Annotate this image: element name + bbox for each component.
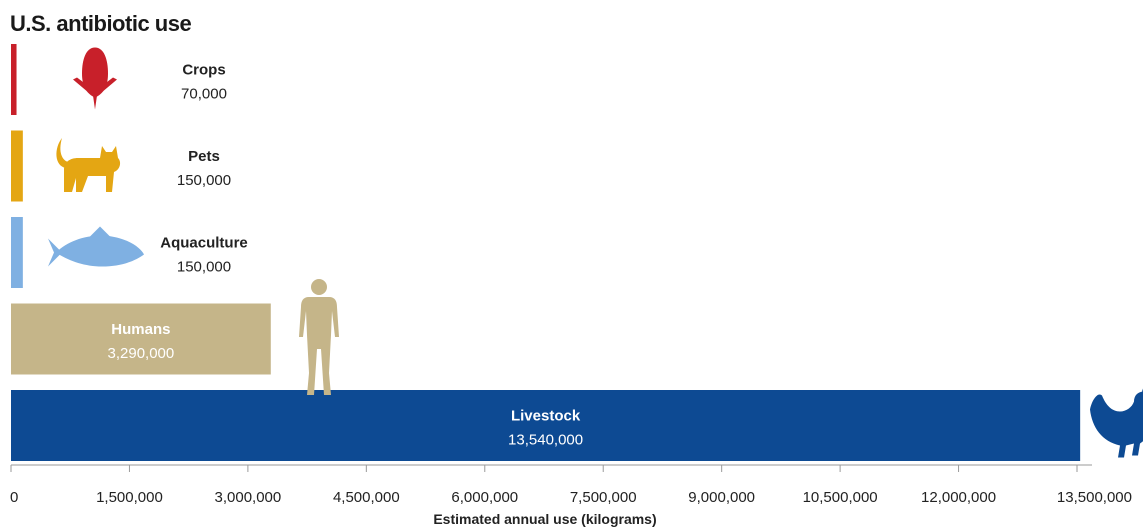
bar-label-pets: Pets [188, 148, 220, 165]
x-axis-label: Estimated annual use (kilograms) [433, 511, 656, 527]
x-tick-label: 10,500,000 [803, 489, 878, 506]
bar-humans [11, 303, 271, 375]
labels-layer: Crops 70,000 Pets 150,000 Aquaculture 150,000… [108, 62, 584, 449]
cat-icon [56, 138, 121, 192]
bar-label-crops: Crops [182, 62, 225, 79]
x-tick-label: 7,500,000 [570, 489, 637, 506]
bar-value-aquaculture: 150,000 [177, 259, 231, 276]
x-tick-label: 3,000,000 [215, 489, 282, 506]
x-tick-label: 1,500,000 [96, 489, 163, 506]
x-tick-label: 0 [10, 489, 18, 506]
x-tick-label: 4,500,000 [333, 489, 400, 506]
x-tick-label: 6,000,000 [451, 489, 518, 506]
x-axis-ticks: 0 1,500,000 3,000,000 4,500,000 6,000,000 7,5… [10, 465, 1132, 506]
x-tick-label: 12,000,000 [921, 489, 996, 506]
bar-value-pets: 150,000 [177, 172, 231, 189]
bar-label-livestock: Livestock [511, 408, 581, 425]
bar-livestock [11, 390, 1081, 461]
bar-aquaculture [11, 217, 23, 288]
bar-label-aquaculture: Aquaculture [160, 235, 248, 252]
bars-layer [11, 44, 1081, 461]
fish-icon [48, 226, 144, 267]
chart-title: U.S. antibiotic use [10, 11, 191, 36]
chicken-icon [1090, 385, 1143, 458]
bar-label-humans: Humans [111, 321, 170, 338]
bar-value-crops: 70,000 [181, 86, 227, 103]
bar-pets [11, 130, 23, 202]
human-icon [299, 279, 339, 395]
x-tick-label: 9,000,000 [688, 489, 755, 506]
corn-icon [73, 47, 117, 110]
bar-value-humans: 3,290,000 [108, 345, 175, 362]
x-tick-label: 13,500,000 [1057, 489, 1132, 506]
bar-crops [11, 44, 17, 115]
bar-value-livestock: 13,540,000 [508, 432, 583, 449]
